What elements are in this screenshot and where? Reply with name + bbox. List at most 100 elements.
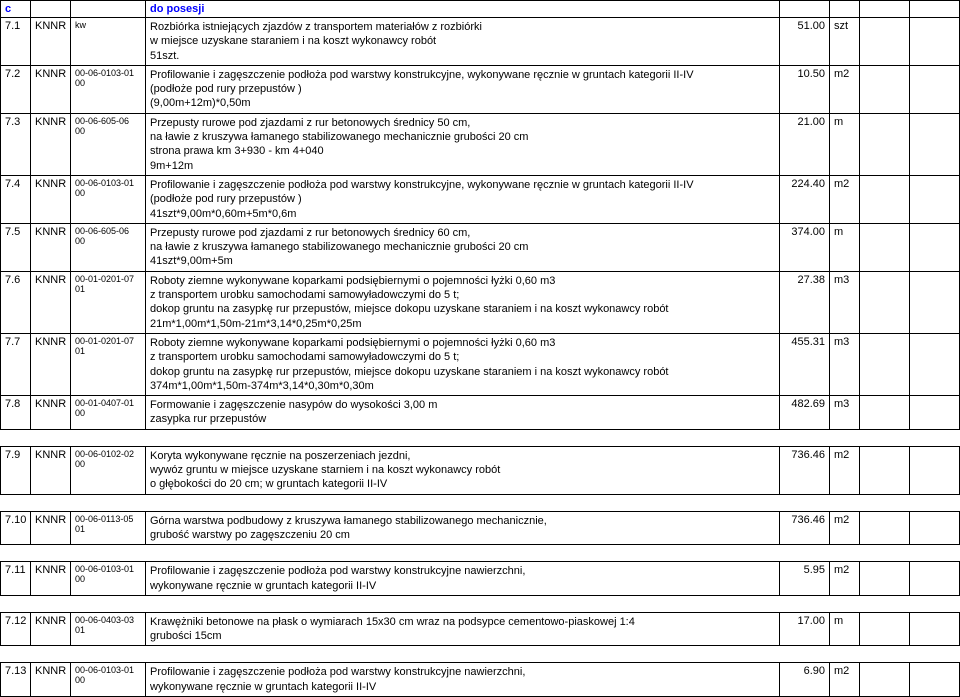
cell-code: 00-06-0103-01 00 [71,175,146,223]
blank-cell [71,1,146,18]
blank-cell [910,446,960,494]
cell-num: 7.4 [1,175,31,223]
cell-code: 00-06-0403-03 01 [71,612,146,646]
row-unit: m3 [834,398,849,410]
cost-table: cdo posesji7.1KNNRkwRozbiórka istniejący… [0,0,960,697]
cell-desc: Formowanie i zagęszczenie nasypów do wys… [146,396,780,430]
cell-code: 00-06-605-06 00 [71,223,146,271]
cell-unit: m2 [830,663,860,697]
spacer-cell [1,429,960,446]
desc-line: Przepusty rurowe pod zjazdami z rur beto… [150,116,775,130]
row-ref: KNNR [35,20,66,32]
blank-cell [860,446,910,494]
cell-ref: KNNR [31,113,71,175]
spacer-row [1,646,960,663]
row-code: 00-06-0113-05 01 [75,514,133,534]
blank-cell [860,175,910,223]
row-code: 00-01-0201-07 01 [75,336,134,356]
row-unit: m2 [834,68,849,80]
section-title: do posesji [146,1,780,18]
section-header-row: cdo posesji [1,1,960,18]
cell-ref: KNNR [31,333,71,395]
row-num: 7.1 [5,20,20,32]
desc-line: na ławie z kruszywa łamanego stabilizowa… [150,130,775,144]
cell-num: 7.11 [1,562,31,596]
row-ref: KNNR [35,449,66,461]
row-num: 7.9 [5,449,20,461]
row-ref: KNNR [35,274,66,286]
row-qty: 736.46 [791,514,825,526]
row-unit: m2 [834,449,849,461]
cell-unit: m2 [830,562,860,596]
row-qty: 224.40 [791,178,825,190]
table-row: 7.12KNNR00-06-0403-03 01Krawężniki beton… [1,612,960,646]
blank-cell [910,1,960,18]
cell-desc: Profilowanie i zagęszczenie podłoża pod … [146,562,780,596]
cell-num: 7.12 [1,612,31,646]
cell-qty: 736.46 [780,446,830,494]
cell-qty: 5.95 [780,562,830,596]
row-unit: m3 [834,336,849,348]
desc-line: Profilowanie i zagęszczenie podłoża pod … [150,665,775,679]
row-unit: m [834,226,843,238]
desc-line: dokop gruntu na zasypkę rur przepustów, … [150,365,775,379]
table-row: 7.13KNNR00-06-0103-01 00Profilowanie i z… [1,663,960,697]
row-unit: m2 [834,665,849,677]
desc-line: 21m*1,00m*1,50m-21m*3,14*0,25m*0,25m [150,317,775,331]
row-ref: KNNR [35,398,66,410]
row-code: 00-01-0201-07 01 [75,274,134,294]
desc-line: z transportem urobku samochodami samowył… [150,350,775,364]
blank-cell [830,1,860,18]
cell-unit: m [830,113,860,175]
desc-line: 374m*1,00m*1,50m-374m*3,14*0,30m*0,30m [150,379,775,393]
desc-line: na ławie z kruszywa łamanego stabilizowa… [150,240,775,254]
row-num: 7.8 [5,398,20,410]
blank-cell [31,1,71,18]
cell-code: 00-01-0407-01 00 [71,396,146,430]
cell-desc: Rozbiórka istniejących zjazdów z transpo… [146,18,780,66]
row-code: 00-06-605-06 00 [75,226,129,246]
row-ref: KNNR [35,116,66,128]
blank-cell [910,175,960,223]
cell-code: 00-01-0201-07 01 [71,271,146,333]
row-code: 00-06-0403-03 01 [75,615,134,635]
row-ref: KNNR [35,226,66,238]
cell-ref: KNNR [31,562,71,596]
blank-cell [860,271,910,333]
desc-line: Roboty ziemne wykonywane koparkami podsi… [150,336,775,350]
cell-desc: Profilowanie i zagęszczenie podłoża pod … [146,65,780,113]
table-row: 7.7KNNR00-01-0201-07 01Roboty ziemne wyk… [1,333,960,395]
desc-line: wykonywane ręcznie w gruntach kategorii … [150,680,775,694]
cell-code: 00-06-0103-01 00 [71,65,146,113]
cell-qty: 6.90 [780,663,830,697]
table-row: 7.3KNNR00-06-605-06 00Przepusty rurowe p… [1,113,960,175]
cell-desc: Krawężniki betonowe na płask o wymiarach… [146,612,780,646]
cell-num: 7.13 [1,663,31,697]
blank-cell [860,1,910,18]
cell-ref: KNNR [31,271,71,333]
blank-cell [860,511,910,545]
section-title-text: do posesji [150,3,204,15]
row-qty: 10.50 [797,68,825,80]
row-code: 00-06-0102-02 00 [75,449,134,469]
cell-num: 7.3 [1,113,31,175]
row-qty: 21.00 [797,116,825,128]
desc-line: 41szt*9,00m*0,60m+5m*0,6m [150,207,775,221]
blank-cell [910,65,960,113]
row-unit: m3 [834,274,849,286]
cell-ref: KNNR [31,65,71,113]
cell-qty: 27.38 [780,271,830,333]
cell-unit: m3 [830,271,860,333]
cell-code: 00-06-0103-01 00 [71,562,146,596]
row-unit: szt [834,20,848,32]
blank-cell [860,612,910,646]
cell-unit: m [830,223,860,271]
row-num: 7.2 [5,68,20,80]
cell-num: 7.9 [1,446,31,494]
row-code: 00-06-0103-01 00 [75,68,134,88]
table-row: 7.2 KNNR00-06-0103-01 00 Profilowanie i za… [1,65,960,113]
row-qty: 455.31 [791,336,825,348]
cell-unit: m2 [830,65,860,113]
blank-cell [860,113,910,175]
cell-qty: 51.00 [780,18,830,66]
